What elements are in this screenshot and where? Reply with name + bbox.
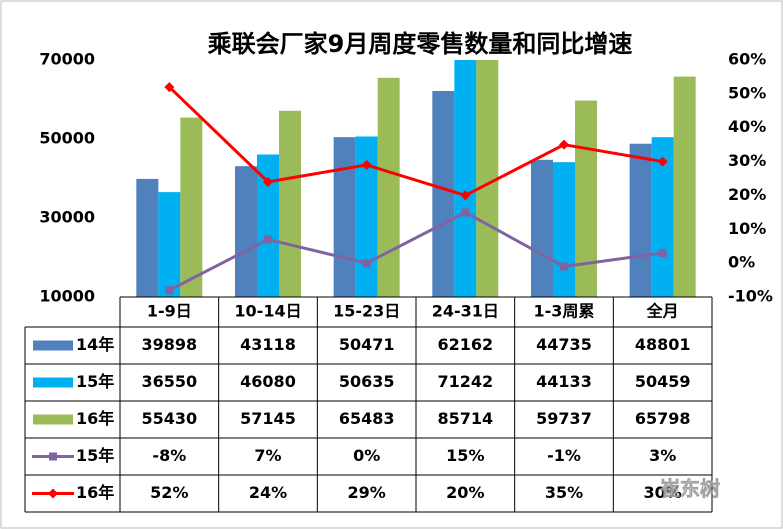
table-value: 24%	[249, 483, 287, 502]
bar	[454, 60, 477, 297]
x-tick-label: 1-9日	[147, 302, 192, 321]
legend-swatch	[33, 377, 73, 388]
table-value: 44133	[536, 372, 592, 391]
line-marker	[560, 262, 568, 271]
legend-label: 15年	[76, 446, 114, 465]
x-tick-label: 全月	[646, 302, 679, 321]
bar	[279, 110, 301, 297]
y2-tick-label: 60%	[728, 50, 766, 69]
table-value: 3%	[649, 446, 676, 465]
table-value: 43118	[240, 335, 296, 354]
x-tick-label: 1-3周累	[534, 302, 595, 321]
bar	[651, 137, 674, 297]
x-tick-label: 15-23日	[333, 302, 400, 321]
bar	[333, 137, 356, 297]
table-value: 15%	[446, 446, 484, 465]
legend-label: 16年	[76, 409, 114, 428]
table-value: 46080	[240, 372, 296, 391]
line-marker	[461, 208, 470, 217]
line	[168, 210, 663, 292]
line-marker	[658, 248, 667, 257]
bar	[673, 76, 696, 297]
table-value: 48801	[635, 335, 691, 354]
bar	[377, 77, 400, 297]
legend-swatch	[33, 340, 73, 351]
x-tick-label: 24-31日	[432, 302, 499, 321]
table-value: 7%	[254, 446, 281, 465]
table-value: 35%	[545, 483, 583, 502]
bar	[257, 154, 279, 297]
y2-tick-label: 10%	[728, 219, 766, 238]
bar	[432, 90, 455, 297]
y-tick-label: 10000	[39, 287, 95, 306]
table-value: -1%	[547, 446, 581, 465]
line-marker	[49, 452, 57, 461]
y2-tick-label: -10%	[728, 287, 773, 306]
y2-tick-label: 20%	[728, 185, 766, 204]
line-marker	[559, 139, 569, 150]
bar	[180, 117, 203, 297]
table-value: 85714	[437, 409, 493, 428]
table-value: 44735	[536, 335, 592, 354]
bar	[158, 192, 181, 297]
table-value: 55430	[141, 409, 197, 428]
line-marker	[48, 488, 58, 499]
line-marker	[164, 82, 175, 93]
watermark: 崔东树	[660, 477, 720, 501]
y-tick-label: 30000	[39, 208, 95, 227]
table-value: 71242	[437, 372, 493, 391]
plot-area	[136, 60, 696, 297]
table-value: 36550	[141, 372, 197, 391]
table-value: -8%	[152, 446, 186, 465]
table-value: 65798	[635, 409, 691, 428]
bar	[575, 100, 597, 297]
y2-tick-label: 30%	[728, 151, 766, 170]
table-value: 50471	[339, 335, 395, 354]
line-marker	[460, 190, 471, 201]
bar	[553, 162, 575, 297]
x-tick-label: 10-14日	[234, 302, 301, 321]
legend-swatch	[33, 414, 73, 425]
table-value: 29%	[348, 483, 386, 502]
y2-tick-label: 50%	[728, 83, 766, 102]
line	[168, 86, 663, 198]
table-value: 52%	[150, 483, 188, 502]
table-value: 57145	[240, 409, 296, 428]
bar	[531, 159, 553, 297]
line-marker	[264, 235, 272, 244]
table-value: 20%	[446, 483, 484, 502]
table-value: 0%	[353, 446, 380, 465]
y-tick-label: 70000	[39, 50, 95, 69]
bar	[235, 166, 257, 297]
table-value: 65483	[339, 409, 395, 428]
legend-label: 15年	[76, 372, 114, 391]
table-value: 39898	[141, 335, 197, 354]
line-marker	[657, 156, 668, 167]
bar	[136, 178, 159, 297]
table-value: 50459	[635, 372, 691, 391]
y2-tick-label: 0%	[728, 253, 755, 272]
y-tick-label: 50000	[39, 129, 95, 148]
bar	[629, 143, 652, 297]
bar	[476, 60, 499, 297]
line-marker	[165, 286, 174, 295]
y2-tick-label: 40%	[728, 117, 766, 136]
line-marker	[263, 176, 273, 187]
table-value: 62162	[437, 335, 493, 354]
table-value: 50635	[339, 372, 395, 391]
legend-label: 16年	[76, 483, 114, 502]
legend-label: 14年	[76, 335, 114, 354]
chart-title: 乘联会厂家9月周度零售数量和同比增速	[207, 30, 633, 58]
line-marker	[361, 159, 372, 170]
table-value: 59737	[536, 409, 592, 428]
bar	[355, 136, 378, 297]
table-value: 30%	[644, 483, 682, 502]
line-marker	[362, 259, 371, 268]
